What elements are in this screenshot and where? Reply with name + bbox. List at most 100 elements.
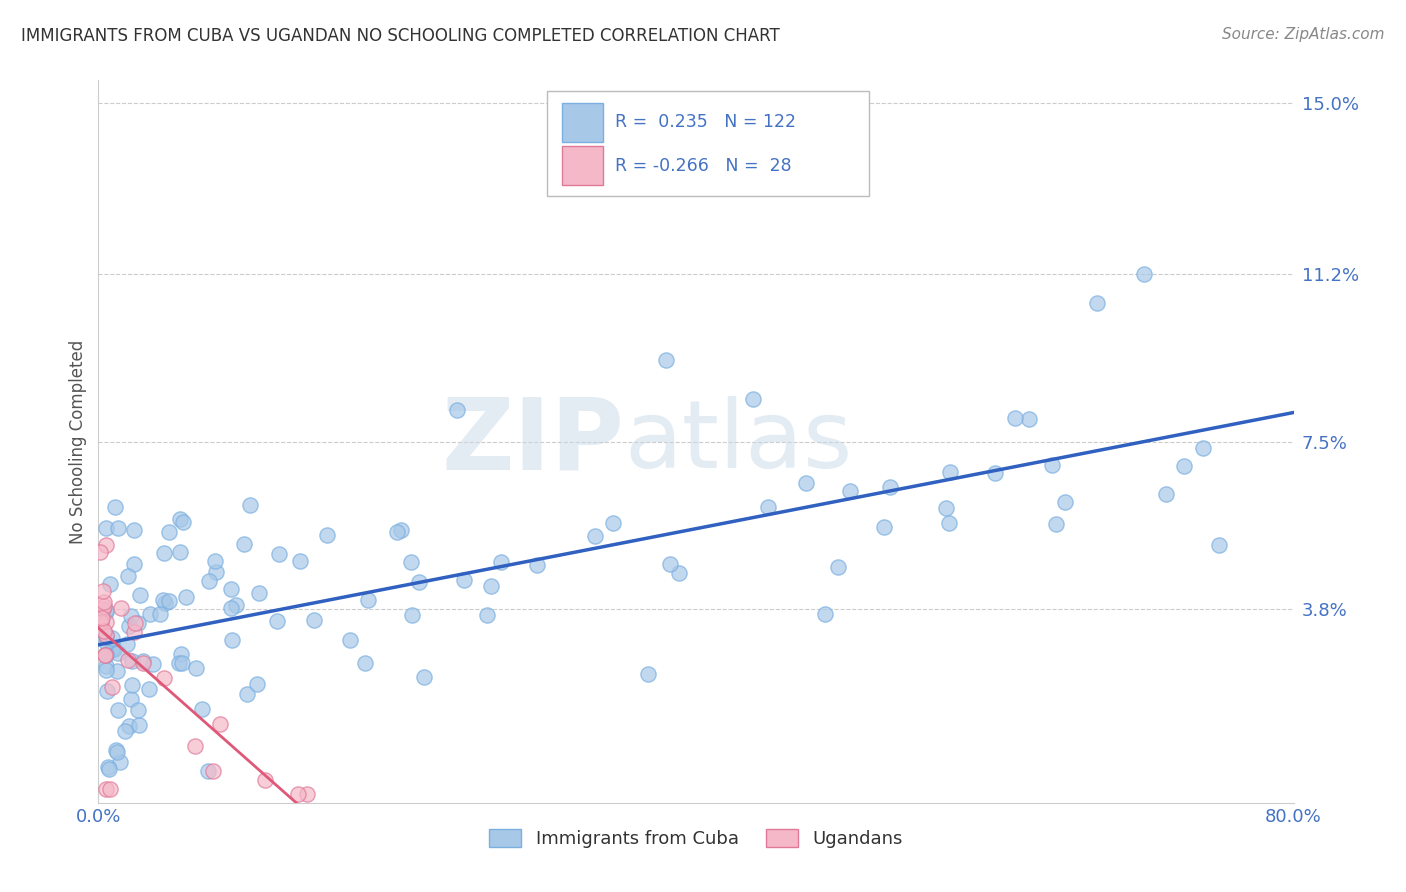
Point [637, 667, 659, 681]
Point [1004, 410, 1026, 425]
Point [658, 557, 681, 571]
Point [104, 500, 127, 515]
Point [232, 536, 254, 550]
Point [266, 614, 288, 628]
Point [94, 663, 117, 677]
Point [1154, 487, 1177, 501]
Point [94, 628, 117, 642]
Point [94, 635, 117, 649]
Point [93, 594, 115, 608]
Point [115, 636, 138, 650]
Point [938, 516, 960, 530]
Point [124, 523, 146, 537]
Point [172, 516, 194, 530]
Point [389, 523, 412, 537]
Point [235, 687, 257, 701]
Point [1045, 516, 1067, 531]
Point [105, 664, 128, 678]
Point [94, 615, 117, 630]
Point [814, 607, 837, 621]
Point [131, 654, 153, 668]
Point [245, 677, 267, 691]
Point [839, 483, 862, 498]
Point [401, 555, 423, 569]
Point [153, 671, 176, 685]
Point [101, 632, 124, 646]
Legend: Immigrants from Cuba, Ugandans: Immigrants from Cuba, Ugandans [482, 822, 910, 855]
Point [172, 656, 194, 670]
Point [96, 628, 118, 642]
Point [756, 500, 779, 514]
Point [103, 642, 125, 657]
Text: R =  0.235   N = 122: R = 0.235 N = 122 [614, 113, 796, 131]
Point [157, 593, 180, 607]
Point [94, 520, 117, 534]
Point [94, 648, 117, 662]
Point [205, 566, 228, 580]
Point [267, 547, 290, 561]
Point [94, 658, 117, 673]
Point [120, 609, 142, 624]
Point [94, 603, 117, 617]
Point [96, 684, 118, 698]
Point [94, 605, 117, 619]
Point [98, 762, 121, 776]
Point [1018, 412, 1040, 426]
FancyBboxPatch shape [547, 91, 869, 196]
Point [94, 647, 117, 661]
Point [184, 739, 207, 754]
Y-axis label: No Schooling Completed: No Schooling Completed [69, 340, 87, 543]
Point [129, 588, 152, 602]
FancyBboxPatch shape [562, 103, 603, 142]
Text: atlas: atlas [624, 395, 852, 488]
Point [167, 656, 190, 670]
Point [219, 600, 242, 615]
Text: IMMIGRANTS FROM CUBA VS UGANDAN NO SCHOOLING COMPLETED CORRELATION CHART: IMMIGRANTS FROM CUBA VS UGANDAN NO SCHOO… [21, 27, 780, 45]
Point [197, 764, 219, 779]
Point [489, 555, 512, 569]
Point [107, 703, 129, 717]
Point [655, 353, 678, 368]
Point [208, 717, 231, 731]
Point [526, 558, 548, 572]
Point [94, 538, 117, 552]
Point [118, 719, 141, 733]
Point [287, 787, 309, 801]
Point [90, 611, 112, 625]
Text: Source: ZipAtlas.com: Source: ZipAtlas.com [1222, 27, 1385, 42]
Point [1208, 538, 1230, 552]
Point [94, 648, 117, 662]
Point [117, 568, 139, 582]
Point [114, 724, 136, 739]
Point [124, 616, 146, 631]
Point [101, 641, 124, 656]
Point [98, 782, 122, 797]
Point [357, 593, 380, 607]
Point [97, 760, 120, 774]
Point [174, 590, 197, 604]
Point [157, 525, 180, 540]
Point [297, 787, 319, 801]
Point [935, 500, 957, 515]
Point [408, 575, 430, 590]
Point [354, 656, 377, 670]
Point [225, 599, 247, 613]
Point [302, 613, 325, 627]
Point [339, 632, 361, 647]
Point [583, 528, 606, 542]
FancyBboxPatch shape [562, 146, 603, 185]
Point [121, 654, 143, 668]
Point [602, 516, 624, 530]
Point [827, 560, 849, 574]
Point [93, 599, 115, 614]
Point [219, 582, 242, 597]
Point [105, 742, 128, 756]
Point [98, 576, 121, 591]
Point [741, 392, 763, 406]
Point [94, 648, 117, 662]
Point [117, 653, 139, 667]
Point [94, 630, 117, 644]
Point [103, 642, 125, 657]
Point [1040, 458, 1063, 473]
Point [253, 773, 276, 788]
